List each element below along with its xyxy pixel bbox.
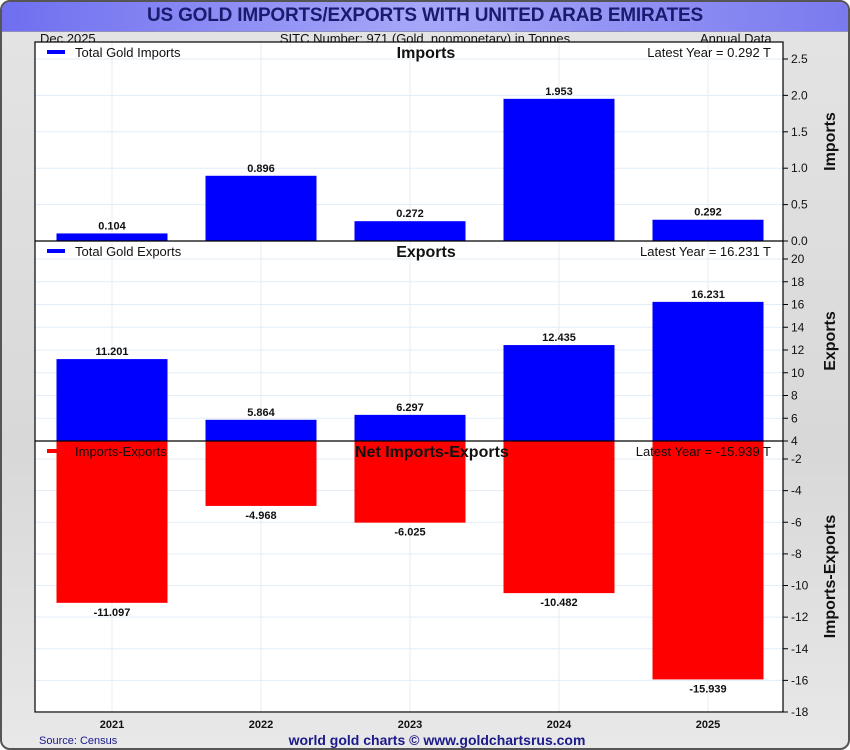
data-label-imports-2022: 0.896 xyxy=(247,163,275,175)
bar-exports-2025 xyxy=(652,301,764,441)
data-label-net-2025: -15.939 xyxy=(689,683,726,695)
title-bar: US GOLD IMPORTS/EXPORTS WITH UNITED ARAB… xyxy=(2,2,848,32)
x-tick-label-2022: 2022 xyxy=(249,719,273,731)
data-label-exports-2022: 5.864 xyxy=(247,407,275,419)
data-label-imports-2025: 0.292 xyxy=(694,207,722,219)
panel-title-imports: Imports xyxy=(397,45,456,62)
credit-label: world gold charts © www.goldchartsrus.co… xyxy=(288,732,586,748)
y-axis-title-exports: Exports xyxy=(822,311,839,371)
data-label-imports-2023: 0.272 xyxy=(396,208,424,220)
y-axis-title-net: Imports-Exports xyxy=(822,515,839,639)
y-tick-label-imports: 1.5 xyxy=(791,125,808,139)
bar-net-2025 xyxy=(652,441,764,680)
bar-exports-2023 xyxy=(354,414,466,441)
bar-net-2021 xyxy=(56,441,168,603)
data-label-imports-2021: 0.104 xyxy=(98,220,126,232)
y-tick-label-exports: 10 xyxy=(791,366,805,380)
data-label-net-2023: -6.025 xyxy=(394,527,425,539)
x-tick-label-2023: 2023 xyxy=(398,719,422,731)
y-tick-label-exports: 18 xyxy=(791,275,805,289)
panel-title-net: Net Imports-Exports xyxy=(355,444,509,461)
legend-label-net: Imports-Exports xyxy=(75,444,167,459)
y-tick-label-exports: 14 xyxy=(791,320,805,334)
panel-title-exports: Exports xyxy=(396,244,456,261)
chart-title: US GOLD IMPORTS/EXPORTS WITH UNITED ARAB… xyxy=(147,5,703,26)
y-tick-label-imports: 1.0 xyxy=(791,161,808,175)
bars-layer xyxy=(56,98,764,680)
y-tick-label-net: -2 xyxy=(791,452,802,466)
data-label-exports-2021: 11.201 xyxy=(95,346,128,358)
data-label-net-2024: -10.482 xyxy=(540,597,577,609)
bar-exports-2024 xyxy=(503,345,615,441)
y-axis-title-imports: Imports xyxy=(822,112,839,171)
y-tick-label-net: -16 xyxy=(791,673,809,687)
x-tick-label-2024: 2024 xyxy=(547,719,572,731)
bar-imports-2021 xyxy=(56,233,168,241)
legend-label-imports: Total Gold Imports xyxy=(75,45,181,60)
y-tick-label-exports: 16 xyxy=(791,298,805,312)
plot-border xyxy=(34,41,784,713)
data-label-exports-2025: 16.231 xyxy=(691,289,725,301)
source-label: Source: Census xyxy=(39,735,118,747)
data-label-exports-2024: 12.435 xyxy=(542,332,576,344)
bar-net-2023 xyxy=(354,441,466,523)
labels-layer: 0.104 0.896 0.272 1.953 0.292 11.201 5.864 6.29… xyxy=(94,86,727,696)
data-label-exports-2023: 6.297 xyxy=(396,402,424,414)
latest-year-label-imports: Latest Year = 0.292 T xyxy=(647,45,771,60)
x-tick-label-2021: 2021 xyxy=(100,719,124,731)
bar-imports-2024 xyxy=(503,98,615,241)
bar-exports-2021 xyxy=(56,359,168,441)
data-label-net-2021: -11.097 xyxy=(94,607,131,619)
y-tick-label-net: -10 xyxy=(791,579,809,593)
y-tick-label-net: -6 xyxy=(791,515,802,529)
y-tick-label-net: -12 xyxy=(791,610,809,624)
data-label-imports-2024: 1.953 xyxy=(545,86,573,98)
y-tick-label-exports: 4 xyxy=(791,434,798,448)
legend-layer: Total Gold Imports Imports Latest Year = 0… xyxy=(47,45,771,461)
y-tick-label-exports: 6 xyxy=(791,411,798,425)
legend-swatch-exports xyxy=(47,249,65,253)
legend-swatch-net xyxy=(47,449,65,453)
data-label-net-2022: -4.968 xyxy=(245,510,276,522)
bar-imports-2025 xyxy=(652,219,764,241)
y-tick-label-net: -4 xyxy=(791,484,802,498)
y-tick-label-imports: 2.5 xyxy=(791,52,808,66)
y-tick-label-net: -18 xyxy=(791,705,809,719)
legend-swatch-imports xyxy=(47,50,65,54)
y-tick-label-exports: 20 xyxy=(791,252,805,266)
legend-label-exports: Total Gold Exports xyxy=(75,244,182,259)
y-tick-label-net: -14 xyxy=(791,642,809,656)
bar-exports-2022 xyxy=(205,419,317,441)
bar-net-2024 xyxy=(503,441,615,594)
y-tick-label-net: -8 xyxy=(791,547,802,561)
latest-year-label-exports: Latest Year = 16.231 T xyxy=(640,244,771,259)
y-tick-label-exports: 12 xyxy=(791,343,805,357)
bar-imports-2023 xyxy=(354,221,466,241)
y-tick-label-imports: 2.0 xyxy=(791,88,808,102)
y-tick-label-exports: 8 xyxy=(791,389,798,403)
bar-imports-2022 xyxy=(205,175,317,241)
latest-year-label-net: Latest Year = -15.939 T xyxy=(636,444,771,459)
bar-net-2022 xyxy=(205,441,317,506)
y-tick-label-imports: 0.5 xyxy=(791,198,808,212)
y-tick-label-imports: 0.0 xyxy=(791,234,808,248)
axis-layer: 0.0 0.5 1.0 1.5 2.0 2.5 Imports 4 6 8 10 12 14 16 18 20… xyxy=(34,41,839,731)
x-tick-label-2025: 2025 xyxy=(696,719,720,731)
